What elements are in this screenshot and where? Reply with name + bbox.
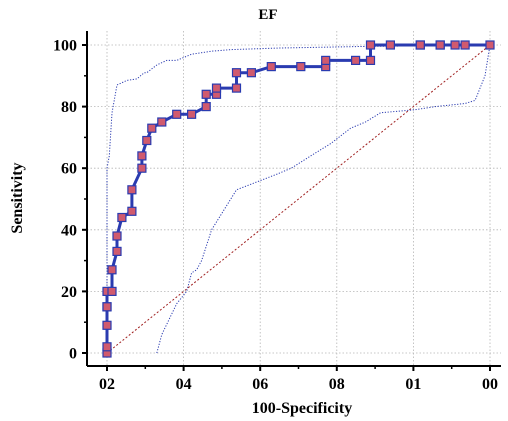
roc-point [172, 109, 182, 119]
roc-point [246, 68, 256, 78]
ci-upper-line [106, 44, 491, 353]
roc-point [127, 206, 137, 216]
y-tick-labels: 0 20 40 60 80 100 [53, 38, 77, 363]
x-tick-label: 08 [329, 376, 345, 393]
series-layer [105, 43, 491, 354]
roc-point [142, 135, 152, 146]
y-tick-label: 100 [53, 38, 77, 55]
roc-point [485, 40, 495, 50]
marker-layer [102, 40, 495, 358]
y-tick-label: 20 [61, 284, 77, 301]
roc-point [137, 151, 147, 161]
roc-point [137, 163, 147, 173]
roc-point [321, 55, 331, 66]
y-tick-label: 80 [61, 99, 77, 116]
roc-point [351, 55, 361, 66]
roc-point [266, 61, 276, 72]
roc-point [112, 231, 122, 241]
y-tick-label: 0 [69, 346, 77, 363]
roc-point [385, 40, 395, 50]
axes [82, 31, 501, 371]
roc-point [147, 123, 157, 133]
roc-point [415, 40, 425, 50]
roc-point [117, 212, 127, 223]
y-tick-label: 60 [61, 161, 77, 178]
roc-point [107, 286, 117, 296]
x-tick-label: 02 [99, 376, 115, 393]
y-axis-label: Sensitivity [9, 162, 26, 233]
grid-lines [87, 31, 501, 366]
ci-lower-line [156, 44, 491, 354]
roc-point [102, 302, 112, 312]
reference-diagonal-line [106, 44, 491, 354]
x-axis-label: 100-Specificity [252, 400, 352, 417]
roc-point [365, 40, 376, 50]
roc-point [187, 109, 197, 119]
chart-title: EF [258, 7, 277, 23]
x-tick-label: 06 [252, 376, 268, 393]
x-tick-labels: 02 04 06 08 01 00 [99, 376, 498, 393]
roc-point [435, 40, 445, 50]
x-tick-label: 00 [482, 376, 498, 393]
roc-point [201, 89, 211, 99]
roc-point [231, 83, 242, 93]
roc-point [365, 55, 376, 66]
roc-point [107, 265, 117, 275]
roc-point [102, 320, 112, 330]
roc-point [112, 246, 122, 256]
roc-point [296, 61, 306, 72]
roc-point [450, 40, 460, 50]
roc-point [201, 101, 211, 112]
x-tick-label: 04 [176, 376, 192, 393]
roc-point [157, 117, 167, 127]
roc-point [460, 40, 470, 50]
roc-point [211, 83, 222, 93]
roc-point [102, 342, 112, 352]
roc-point [127, 185, 137, 195]
x-tick-label: 01 [405, 376, 421, 393]
y-tick-label: 40 [61, 222, 77, 239]
roc-point [231, 68, 242, 78]
